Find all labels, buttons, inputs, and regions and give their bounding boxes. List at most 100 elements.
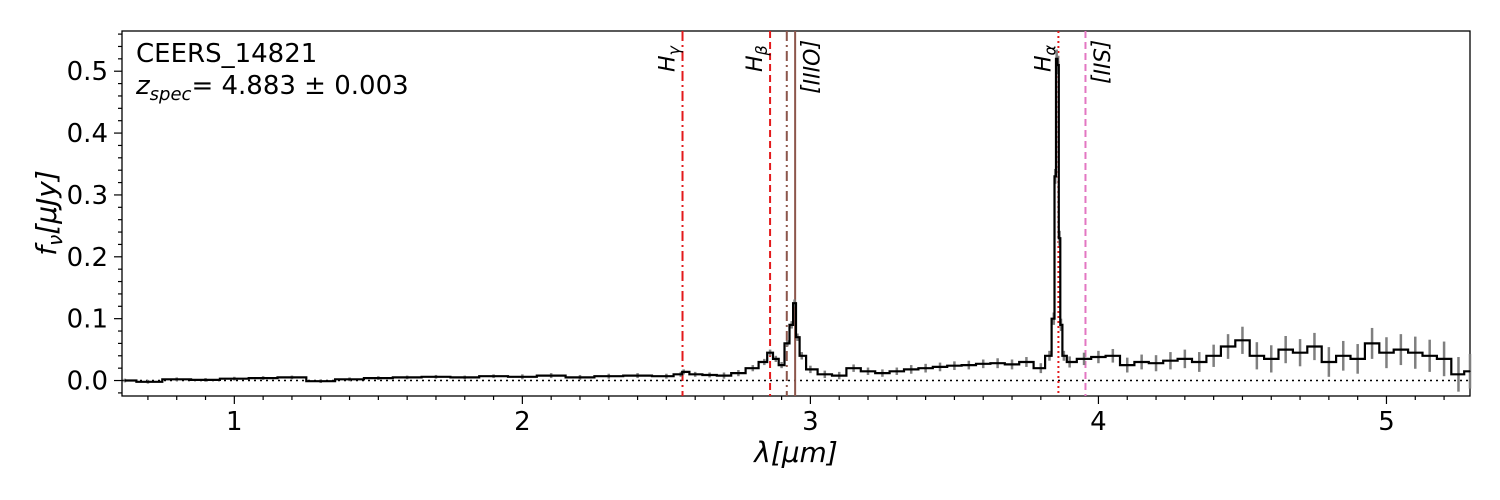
spectrum-point-43 (910, 368, 912, 370)
spectrum-point-60 (1063, 355, 1065, 357)
spectrum-point-49 (997, 362, 999, 364)
spectrum-point-75 (1270, 358, 1272, 360)
spectrum-point-16 (579, 376, 581, 379)
redshift-subscript: spec (150, 84, 192, 105)
spectrum-point-39 (853, 367, 855, 369)
x-tick-label: 3 (802, 407, 819, 437)
spectrum-line (124, 57, 1470, 383)
spectrum-point-23 (708, 374, 711, 376)
spectrum-point-58 (1058, 237, 1061, 239)
x-axis-label: λ[μm] (752, 436, 838, 469)
x-tick-label: 5 (1378, 407, 1395, 437)
spectrum-point-1 (147, 381, 149, 383)
spectrum-point-88 (1457, 373, 1460, 375)
redshift-value: = 4.883 ± 0.003 (191, 71, 408, 101)
spectrum-point-69 (1184, 358, 1186, 360)
spectrum-point-35 (801, 355, 803, 357)
spectrum-point-54 (1053, 318, 1055, 320)
spectrum-point-12 (464, 376, 466, 379)
spectrum-point-59 (1060, 324, 1062, 326)
spectrum-point-34 (796, 336, 799, 338)
spectrum-point-7 (320, 380, 322, 382)
spectrum-point-40 (867, 370, 869, 372)
spectrum-point-74 (1256, 355, 1258, 357)
line-label-1: Hβ (743, 45, 771, 72)
spectrum-point-17 (608, 375, 610, 377)
spectrum-point-3 (204, 379, 207, 381)
spectrum-point-22 (694, 373, 696, 375)
spectrum-point-0 (124, 379, 126, 382)
spectrum-point-18 (636, 374, 639, 377)
spectrum-point-21 (683, 371, 685, 373)
spectrum-point-63 (1097, 356, 1100, 358)
emission-line-markers (681, 31, 1087, 396)
spectrum-point-65 (1126, 364, 1128, 366)
line-label-main: H (1031, 55, 1056, 72)
spectrum-point-32 (791, 324, 793, 326)
spectrum-point-19 (665, 375, 667, 377)
spectrum-point-55 (1054, 175, 1056, 177)
redshift-symbol: z (135, 71, 151, 101)
spectrum-point-64 (1112, 355, 1114, 357)
spectrum-point-61 (1069, 361, 1071, 363)
spectrum-point-2 (176, 378, 178, 380)
y-axis-label: fν[μJy] (30, 170, 67, 256)
spectrum-series (124, 57, 1471, 383)
spectrum-point-56 (1056, 58, 1058, 60)
spectrum-point-13 (492, 375, 495, 377)
spectrum-point-6 (291, 376, 293, 379)
x-axis-symbol: λ (752, 436, 771, 469)
line-label-0: Hγ (656, 44, 684, 72)
spectrum-point-87 (1443, 358, 1445, 360)
spectrum-point-46 (953, 365, 956, 367)
spectrum-point-53 (1048, 355, 1051, 357)
spectrum-point-24 (723, 374, 725, 377)
spectrum-point-33 (793, 302, 796, 304)
spectrum-point-70 (1198, 361, 1200, 363)
spectrum-point-50 (1011, 363, 1013, 366)
y-tick-label: 0.1 (67, 305, 108, 335)
spectrum-point-71 (1213, 355, 1215, 357)
spectrum-point-62 (1083, 358, 1085, 360)
spectrum-point-44 (925, 367, 927, 369)
spectrum-point-84 (1400, 349, 1402, 351)
spectrum-point-38 (838, 374, 840, 377)
spectrum-point-72 (1227, 345, 1229, 348)
spectrum-point-30 (780, 364, 783, 366)
y-tick-label: 0.0 (67, 367, 108, 397)
x-tick-label: 4 (1090, 407, 1107, 437)
line-label-3: [OIII] (797, 40, 822, 94)
spectrum-point-66 (1141, 361, 1143, 363)
spectrum-point-77 (1299, 352, 1301, 354)
spectrum-point-37 (824, 373, 826, 375)
line-label-5: [SII] (1087, 40, 1112, 84)
line-label-main: H (743, 55, 768, 72)
y-tick-label: 0.3 (67, 181, 108, 211)
spectrum-point-20 (680, 373, 682, 375)
line-label-4: Hα (1031, 44, 1059, 72)
spectrum-point-36 (809, 368, 812, 370)
spectrum-point-4 (233, 378, 235, 380)
spectrum-point-5 (262, 377, 264, 379)
y-tick-label: 0.2 (67, 243, 108, 273)
spectrum-point-42 (896, 370, 898, 372)
spectrum-point-27 (763, 361, 765, 363)
spectrum-point-83 (1385, 352, 1388, 354)
spectrum-point-9 (377, 377, 379, 379)
x-axis-unit: [μm] (771, 436, 838, 469)
spectrum-point-52 (1040, 367, 1042, 369)
spectrum-point-89 (1469, 370, 1471, 372)
spectrum-point-81 (1357, 358, 1359, 360)
y-axis-ticks: 0.0 0.1 0.2 0.3 0.4 0.5 (67, 33, 122, 397)
line-label-sub: α (1040, 44, 1059, 55)
y-axis-subscript: ν (43, 235, 67, 246)
emission-line-labels: Hγ Hβ [OIII] Hα [SII] (656, 40, 1113, 94)
spectrum-point-14 (521, 376, 523, 378)
spectrum-point-8 (348, 378, 351, 380)
object-name: CEERS_14821 (136, 39, 317, 69)
spectrum-point-57 (1057, 64, 1059, 66)
spectrum-point-85 (1414, 352, 1416, 354)
spectrum-point-48 (982, 363, 984, 365)
